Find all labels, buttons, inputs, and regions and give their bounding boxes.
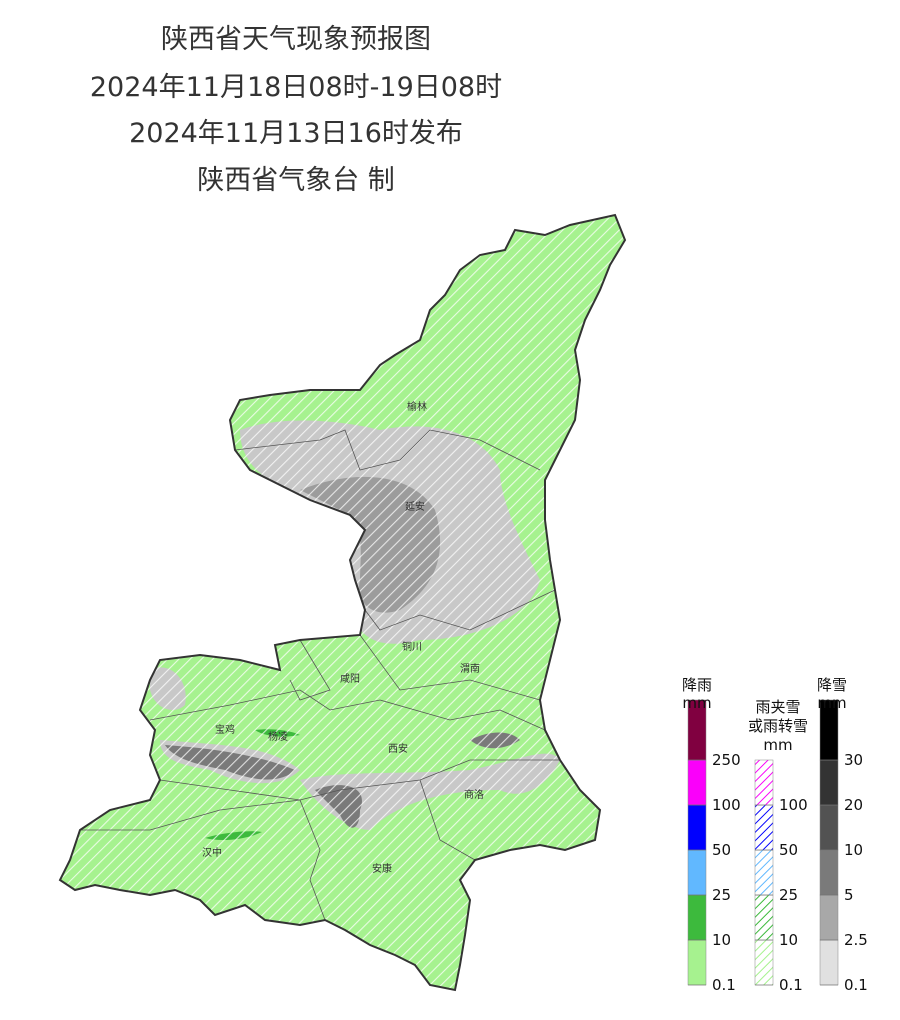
legend-swatch <box>819 849 839 896</box>
title: 陕西省天气现象预报图 <box>161 24 431 55</box>
legend-tick-label: 0.1 <box>844 976 868 994</box>
legend-tick-label: 100 <box>779 796 808 814</box>
legend-swatch <box>819 939 839 986</box>
legend-swatch <box>687 849 707 896</box>
legend-title: 降雪 <box>817 676 847 694</box>
city-label: 榆林 <box>407 400 427 413</box>
legend-tick-label: 10 <box>844 841 863 859</box>
city-label: 安康 <box>372 862 392 875</box>
district-border <box>149 689 546 731</box>
legend-swatch <box>687 939 707 986</box>
district-border <box>364 589 556 631</box>
city-label: 宝鸡 <box>215 723 235 736</box>
legend-tick-label: 25 <box>712 886 731 904</box>
legend-swatch <box>687 894 707 941</box>
city-label: 商洛 <box>464 788 484 801</box>
legend-tick-label: 50 <box>779 841 798 859</box>
city-label: 渭南 <box>460 662 480 675</box>
legend-unit: mm <box>682 694 711 712</box>
legend-swatch <box>687 759 707 806</box>
legend-swatch <box>754 759 774 806</box>
legend-title: 降雨 <box>682 676 712 694</box>
period: 2024年11月18日08时-19日08时 <box>90 72 502 103</box>
city-label: 铜川 <box>402 641 422 653</box>
district-border <box>299 799 326 921</box>
city-label: 咸阳 <box>340 673 360 685</box>
city-label: 西安 <box>388 742 408 755</box>
legend-swatch <box>754 804 774 851</box>
district-border <box>159 759 560 801</box>
legend-tick-label: 250 <box>712 751 741 769</box>
district-border <box>359 634 541 701</box>
legend-tick-label: 10 <box>712 931 731 949</box>
district-border <box>419 779 476 861</box>
legend-tick-label: 2.5 <box>844 931 868 949</box>
legend-tick-label: 0.1 <box>712 976 736 994</box>
district-border <box>80 799 301 831</box>
city-label: 杨凌 <box>268 730 288 743</box>
province-border <box>58 213 627 992</box>
legend: 0.1 10 25 50 100 250 0.1 10 25 50 100 0.1 2.5 5 10 20 30… <box>682 676 868 994</box>
legend-tick-label: 30 <box>844 751 863 769</box>
hatch-overlay <box>60 215 625 990</box>
district-border <box>234 429 541 471</box>
legend-swatch <box>754 939 774 986</box>
legend-tick-label: 20 <box>844 796 863 814</box>
producer: 陕西省气象台 制 <box>197 165 395 196</box>
legend-title: 雨夹雪 <box>755 698 800 716</box>
legend-unit: mm <box>763 736 792 754</box>
legend-tick-label: 100 <box>712 796 741 814</box>
legend-tick-label: 25 <box>779 886 798 904</box>
legend-tick-label: 0.1 <box>779 976 803 994</box>
district-border <box>289 639 331 701</box>
legend-tick-label: 10 <box>779 931 798 949</box>
legend-tick-label: 50 <box>712 841 731 859</box>
legend-swatch <box>819 759 839 806</box>
legend-swatch <box>754 894 774 941</box>
legend-swatch <box>754 849 774 896</box>
legend-unit: mm <box>817 694 846 712</box>
city-label: 汉中 <box>202 846 222 859</box>
legend-tick-label: 5 <box>844 886 854 904</box>
legend-swatch <box>819 894 839 941</box>
city-label: 延安 <box>405 500 425 513</box>
legend-title: 或雨转雪 <box>748 717 808 735</box>
legend-swatch <box>687 804 707 851</box>
legend-swatch <box>819 804 839 851</box>
issued: 2024年11月13日16时发布 <box>129 118 463 149</box>
